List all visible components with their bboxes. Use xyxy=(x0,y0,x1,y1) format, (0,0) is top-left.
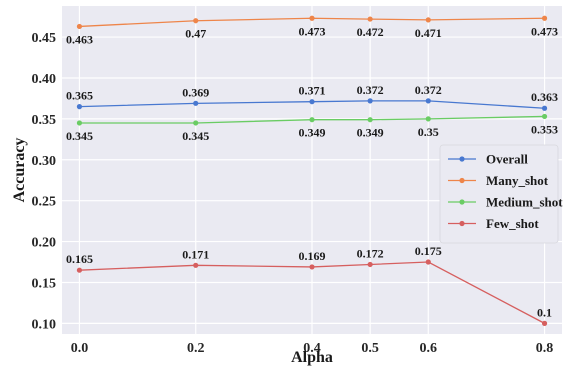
grid-lines xyxy=(62,6,562,334)
data-label: 0.471 xyxy=(415,26,442,40)
data-point xyxy=(193,18,199,24)
data-point xyxy=(367,98,373,104)
legend-box xyxy=(439,144,559,244)
data-point xyxy=(76,267,83,273)
data-point xyxy=(76,120,83,126)
x-tick-label: 0.5 xyxy=(361,341,379,356)
data-point xyxy=(425,116,431,122)
series-line-few-shot xyxy=(79,261,545,324)
series-lines xyxy=(76,15,548,326)
data-label: 0.473 xyxy=(299,24,326,38)
legend: Overall Many_shot Medium_shot Few_shot xyxy=(439,144,563,244)
data-point xyxy=(541,113,548,120)
legend-swatch-marker xyxy=(459,156,465,162)
x-tick-label: 0.6 xyxy=(420,341,438,356)
legend-swatch-marker xyxy=(459,199,465,205)
y-tick-label: 0.35 xyxy=(32,113,57,128)
data-label: 0.172 xyxy=(357,246,384,260)
data-label: 0.345 xyxy=(182,129,209,143)
data-point xyxy=(367,117,373,123)
x-axis-label: Alpha xyxy=(291,349,333,366)
data-point xyxy=(193,100,199,106)
data-label: 0.463 xyxy=(66,32,93,46)
legend-swatch-marker xyxy=(459,177,465,184)
data-point xyxy=(193,262,199,268)
legend-label: Few_shot xyxy=(486,216,539,231)
data-point xyxy=(541,105,548,111)
data-label: 0.365 xyxy=(66,89,93,103)
data-point xyxy=(309,264,315,270)
x-tick-labels: 0.0 0.2 0.4 0.5 0.6 0.8 xyxy=(71,341,554,356)
data-label: 0.175 xyxy=(415,244,442,258)
data-label: 0.369 xyxy=(182,85,209,99)
data-point xyxy=(309,15,315,21)
y-tick-labels: 0.10 0.15 0.20 0.25 0.30 0.35 0.40 0.45 xyxy=(32,31,57,332)
data-point xyxy=(76,23,83,30)
x-tick-label: 0.0 xyxy=(71,341,89,356)
x-tick-label: 0.8 xyxy=(536,341,554,356)
data-label: 0.372 xyxy=(415,83,442,97)
y-tick-label: 0.45 xyxy=(32,31,57,46)
data-label: 0.372 xyxy=(357,83,384,97)
data-label: 0.349 xyxy=(357,126,384,140)
series-line-many-shot xyxy=(79,17,545,28)
data-point xyxy=(309,117,315,123)
data-label: 0.472 xyxy=(357,25,384,39)
legend-label: Medium_shot xyxy=(486,195,563,210)
data-label: 0.171 xyxy=(182,247,209,261)
y-tick-label: 0.25 xyxy=(32,195,57,210)
data-point xyxy=(425,259,431,265)
data-label: 0.47 xyxy=(185,27,206,41)
y-tick-label: 0.20 xyxy=(32,236,57,251)
legend-label: Overall xyxy=(486,152,528,167)
data-label: 0.345 xyxy=(66,129,93,143)
y-tick-label: 0.30 xyxy=(32,154,57,169)
series-line-overall xyxy=(79,100,545,109)
data-label: 0.349 xyxy=(299,126,326,140)
data-point xyxy=(367,16,373,22)
data-point xyxy=(541,320,548,326)
x-tick-label: 0.4 xyxy=(303,341,321,356)
data-label: 0.169 xyxy=(299,249,326,263)
data-point xyxy=(367,261,373,268)
legend-swatch-marker xyxy=(459,220,465,227)
series-line-medium-shot xyxy=(79,115,545,124)
data-label: 0.371 xyxy=(299,84,326,98)
data-point xyxy=(309,99,315,105)
data-label: 0.363 xyxy=(531,90,558,104)
y-axis-label: Accuracy xyxy=(11,138,28,203)
data-label: 0.1 xyxy=(537,305,552,319)
data-point xyxy=(541,15,548,21)
data-labels: 0.365 0.369 0.371 0.372 0.372 0.363 0.463 0.47 0… xyxy=(66,24,558,319)
data-point xyxy=(425,17,431,23)
y-tick-label: 0.15 xyxy=(32,276,57,291)
y-tick-label: 0.40 xyxy=(32,72,57,87)
x-tick-label: 0.2 xyxy=(187,341,205,356)
legend-label: Many_shot xyxy=(486,173,549,188)
data-point xyxy=(425,98,431,104)
data-label: 0.35 xyxy=(418,125,439,139)
data-point xyxy=(193,120,199,126)
y-tick-label: 0.10 xyxy=(32,317,57,332)
data-label: 0.473 xyxy=(531,24,558,38)
data-point xyxy=(76,104,83,110)
data-label: 0.353 xyxy=(531,122,558,136)
data-label: 0.165 xyxy=(66,252,93,266)
